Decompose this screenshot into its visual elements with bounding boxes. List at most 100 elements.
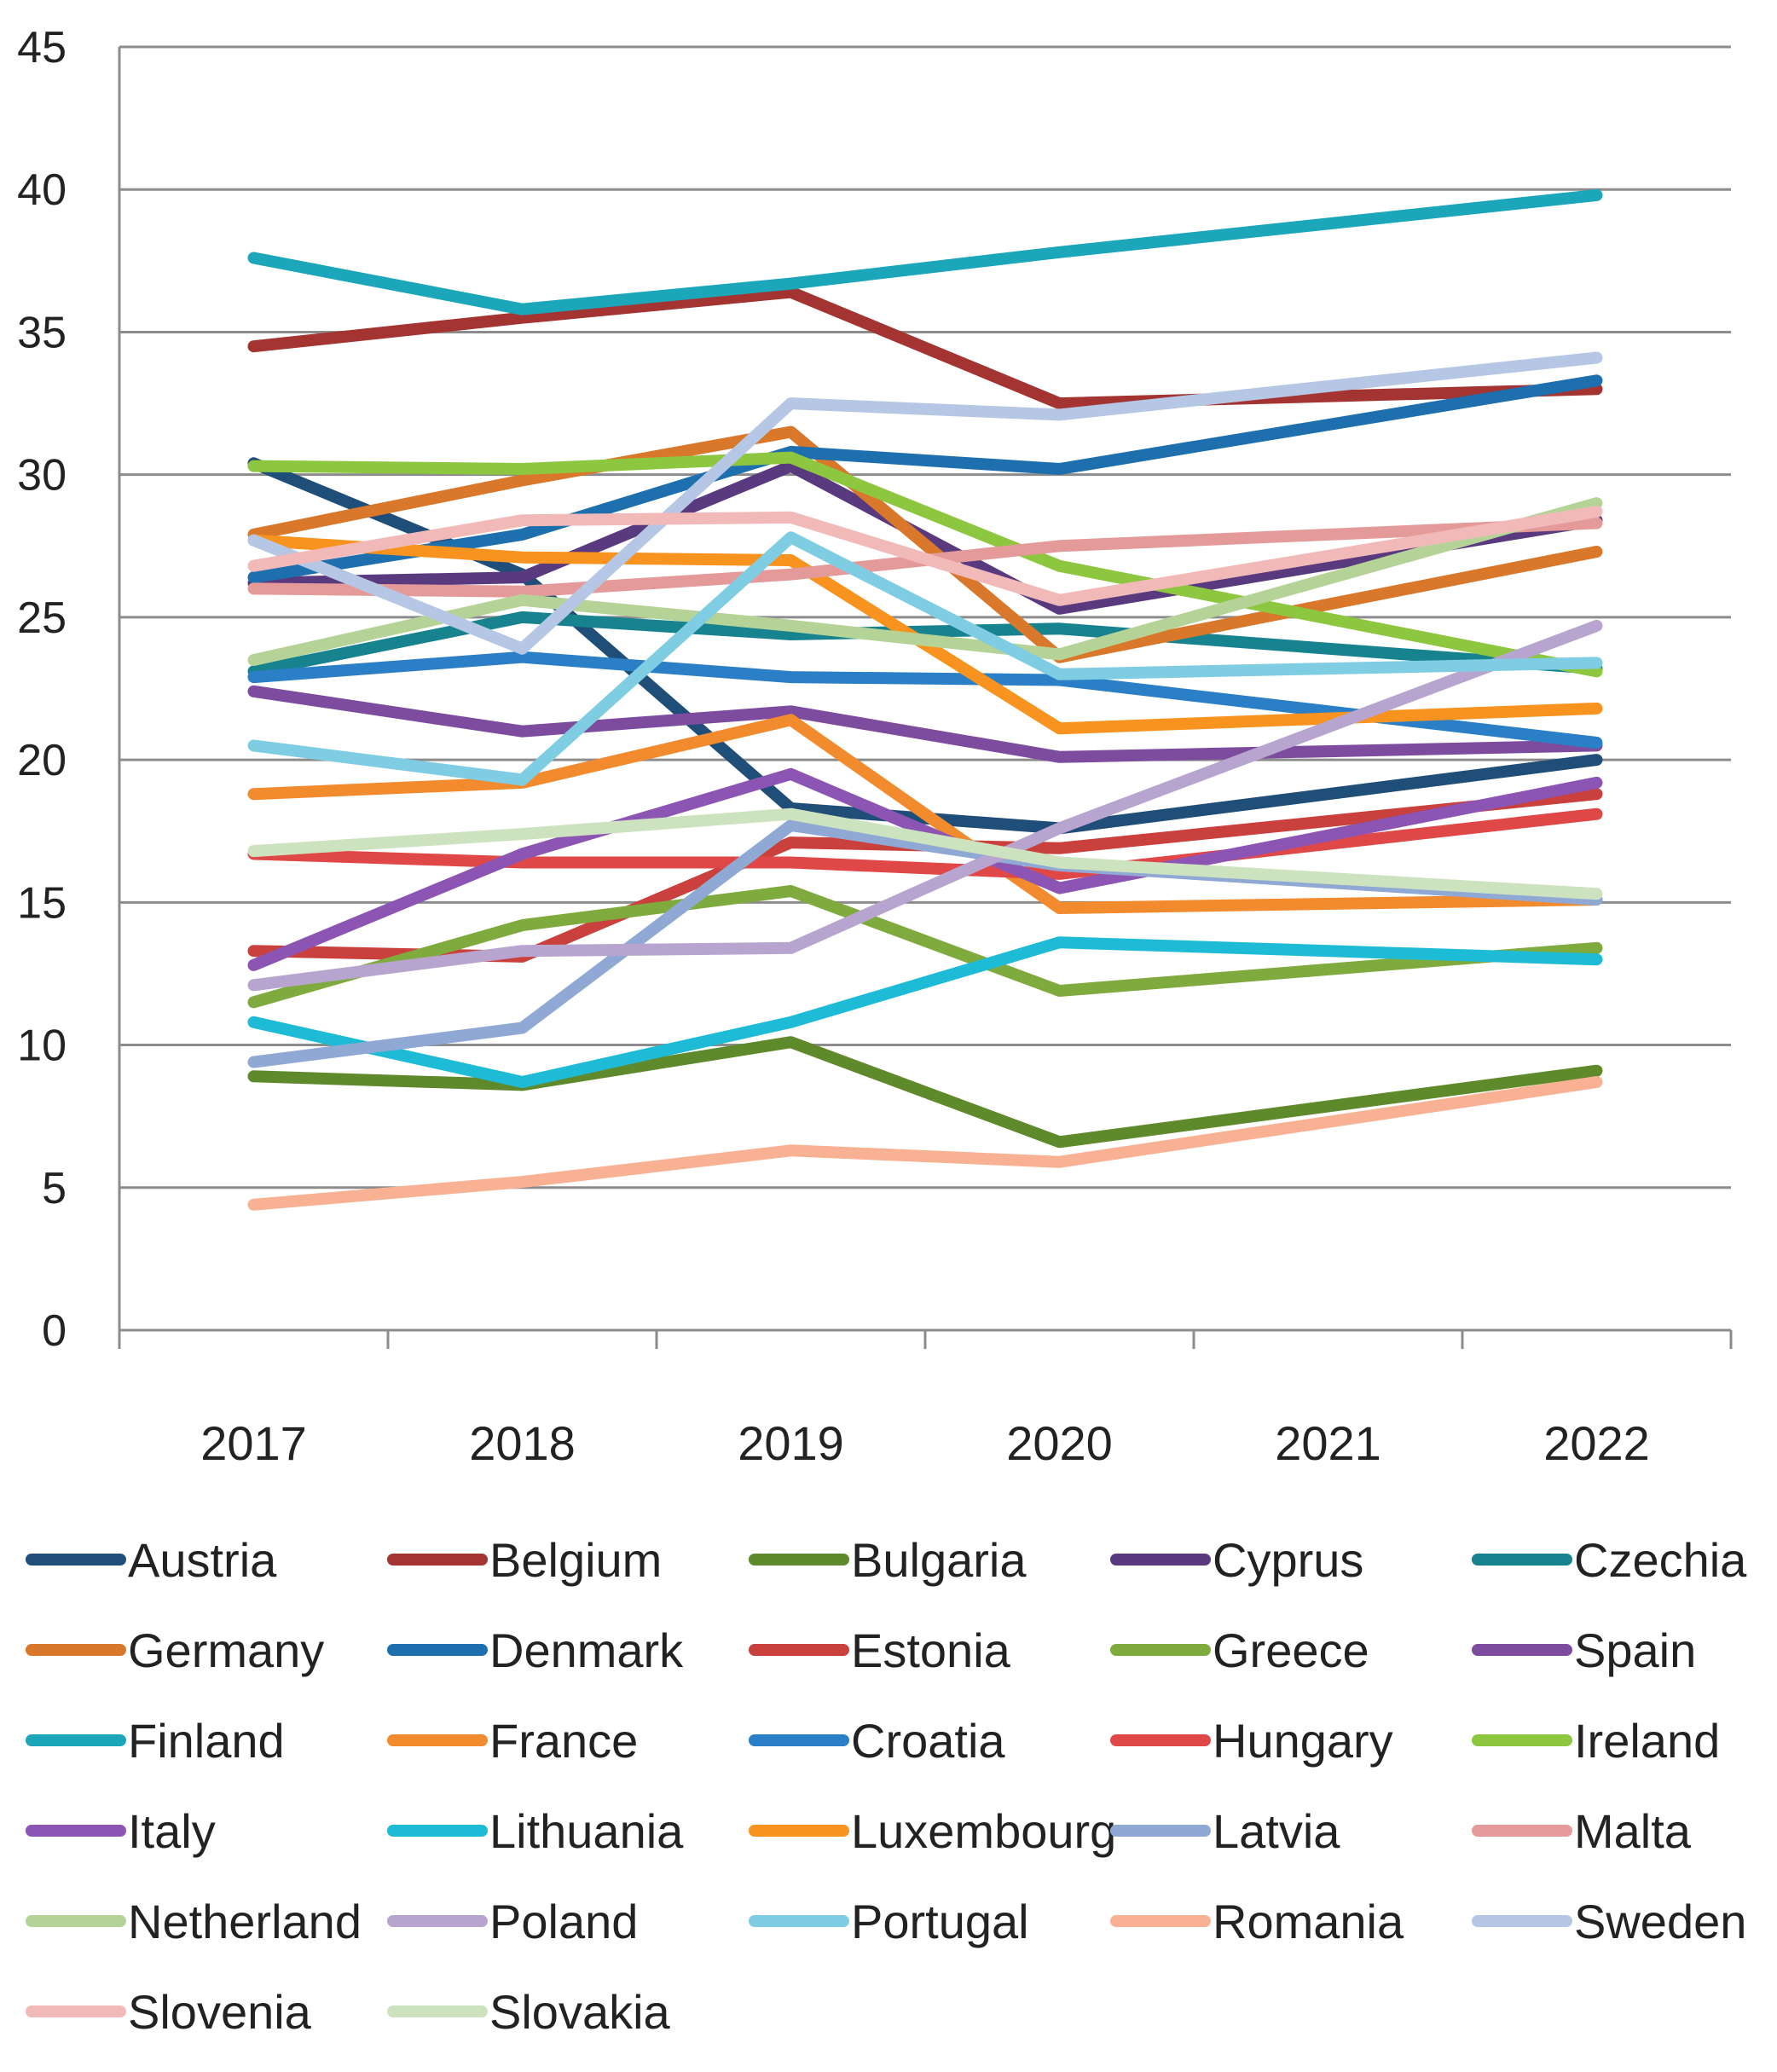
legend-swatch bbox=[1110, 1734, 1211, 1746]
legend-swatch bbox=[1472, 1734, 1572, 1746]
y-axis-tick-labels: 0 5 10 15 20 25 30 35 40 45 bbox=[17, 23, 67, 1356]
legend-item-denmark: Denmark bbox=[387, 1617, 749, 1683]
y-tick-label: 5 bbox=[42, 1164, 67, 1213]
legend-item-germany: Germany bbox=[26, 1617, 387, 1683]
legend-label: Italy bbox=[128, 1803, 216, 1858]
legend-swatch bbox=[387, 2005, 488, 2017]
legend-label: Hungary bbox=[1213, 1713, 1393, 1768]
legend-swatch bbox=[1110, 1825, 1211, 1837]
series-line-slovenia bbox=[247, 506, 1603, 606]
legend-label: Bulgaria bbox=[851, 1532, 1027, 1587]
series-line-poland bbox=[247, 619, 1603, 992]
legend-swatch bbox=[1472, 1644, 1572, 1656]
x-tick-label: 2021 bbox=[1275, 1416, 1381, 1470]
series-line-portugal bbox=[247, 531, 1603, 786]
series-line-italy bbox=[247, 767, 1603, 971]
series-line-cyprus bbox=[247, 460, 1603, 615]
legend-label: Estonia bbox=[851, 1623, 1010, 1677]
legend-swatch bbox=[387, 1825, 488, 1837]
legend-swatch bbox=[387, 1644, 488, 1656]
legend-item-bulgaria: Bulgaria bbox=[749, 1526, 1110, 1593]
legend-label: Czechia bbox=[1574, 1532, 1747, 1587]
legend-item-lithuania: Lithuania bbox=[387, 1797, 749, 1864]
legend-item-malta: Malta bbox=[1472, 1797, 1777, 1864]
series-line-croatia bbox=[247, 651, 1603, 749]
legend-item-austria: Austria bbox=[26, 1526, 387, 1593]
legend-item-romania: Romania bbox=[1110, 1888, 1472, 1954]
legend-item-cyprus: Cyprus bbox=[1110, 1526, 1472, 1593]
series-line-slovakia bbox=[247, 807, 1603, 900]
legend-item-estonia: Estonia bbox=[749, 1617, 1110, 1683]
legend-item-sweden: Sweden bbox=[1472, 1888, 1777, 1954]
legend-label: Germany bbox=[128, 1623, 325, 1677]
series-line-malta bbox=[247, 517, 1603, 598]
legend-label: Slovenia bbox=[128, 1984, 311, 2039]
y-tick-label: 35 bbox=[17, 308, 67, 357]
legend-label: Finland bbox=[128, 1713, 285, 1768]
legend-item-croatia: Croatia bbox=[749, 1707, 1110, 1774]
legend-label: Spain bbox=[1574, 1623, 1697, 1677]
series-line-bulgaria bbox=[247, 1036, 1603, 1149]
legend-item-slovakia: Slovakia bbox=[387, 1978, 749, 2045]
legend-label: Malta bbox=[1574, 1803, 1691, 1858]
legend-label: Slovakia bbox=[489, 1984, 670, 2039]
legend-swatch bbox=[26, 1644, 126, 1656]
legend-item-italy: Italy bbox=[26, 1797, 387, 1864]
y-tick-label: 25 bbox=[17, 593, 67, 643]
y-tick-label: 45 bbox=[17, 23, 67, 72]
legend-label: Portugal bbox=[851, 1894, 1029, 1948]
legend-item-greece: Greece bbox=[1110, 1617, 1472, 1683]
x-tick-label: 2020 bbox=[1006, 1416, 1113, 1470]
legend-swatch bbox=[387, 1915, 488, 1927]
legend-swatch bbox=[26, 1734, 126, 1746]
legend-item-hungary: Hungary bbox=[1110, 1707, 1472, 1774]
gridlines bbox=[119, 45, 1731, 1189]
series-line-romania bbox=[247, 1076, 1603, 1211]
legend-item-czechia: Czechia bbox=[1472, 1526, 1777, 1593]
legend-item-portugal: Portugal bbox=[749, 1888, 1110, 1954]
legend-swatch bbox=[387, 1554, 488, 1566]
y-tick-label: 40 bbox=[17, 165, 67, 215]
legend-swatch bbox=[749, 1825, 849, 1837]
legend-label: Denmark bbox=[489, 1623, 684, 1677]
y-tick-label: 20 bbox=[17, 736, 67, 785]
series-line-greece bbox=[247, 885, 1603, 1009]
y-tick-label: 0 bbox=[42, 1306, 67, 1356]
legend-label: Belgium bbox=[489, 1532, 663, 1587]
legend-label: Luxembourg bbox=[851, 1803, 1117, 1858]
legend-item-ireland: Ireland bbox=[1472, 1707, 1777, 1774]
legend-swatch bbox=[1110, 1554, 1211, 1566]
legend-swatch bbox=[1110, 1915, 1211, 1927]
legend-label: Ireland bbox=[1574, 1713, 1721, 1768]
legend-label: Cyprus bbox=[1213, 1532, 1364, 1587]
legend-item-finland: Finland bbox=[26, 1707, 387, 1774]
series-line-germany bbox=[247, 425, 1603, 663]
series-line-france bbox=[247, 714, 1603, 914]
legend-label: France bbox=[489, 1713, 639, 1768]
series-line-netherland bbox=[247, 497, 1603, 667]
series-line-lithuania bbox=[247, 936, 1603, 1088]
legend-label: Poland bbox=[489, 1894, 639, 1948]
legend-item-luxembourg: Luxembourg bbox=[749, 1797, 1116, 1864]
legend-item-france: France bbox=[387, 1707, 749, 1774]
x-tick-label: 2018 bbox=[469, 1416, 576, 1470]
legend-label: Netherland bbox=[128, 1894, 362, 1948]
x-tick-label: 2019 bbox=[738, 1416, 844, 1470]
legend-item-spain: Spain bbox=[1472, 1617, 1777, 1683]
axes bbox=[118, 47, 1733, 1349]
legend-swatch bbox=[26, 1825, 126, 1837]
legend-label: Sweden bbox=[1574, 1894, 1747, 1948]
y-tick-label: 15 bbox=[17, 878, 67, 928]
x-tick-label: 2017 bbox=[200, 1416, 307, 1470]
legend-swatch bbox=[26, 1554, 126, 1566]
legend-swatch bbox=[1472, 1554, 1572, 1566]
series-line-spain bbox=[247, 685, 1603, 763]
legend-label: Lithuania bbox=[489, 1803, 684, 1858]
series-line-finland bbox=[247, 188, 1603, 315]
legend-swatch bbox=[387, 1734, 488, 1746]
series-line-czechia bbox=[247, 611, 1603, 678]
x-axis-tick-labels: 2017 2018 2019 2020 2021 2022 bbox=[200, 1416, 1650, 1470]
series-lines bbox=[247, 188, 1603, 1211]
series-line-belgium bbox=[247, 286, 1603, 410]
